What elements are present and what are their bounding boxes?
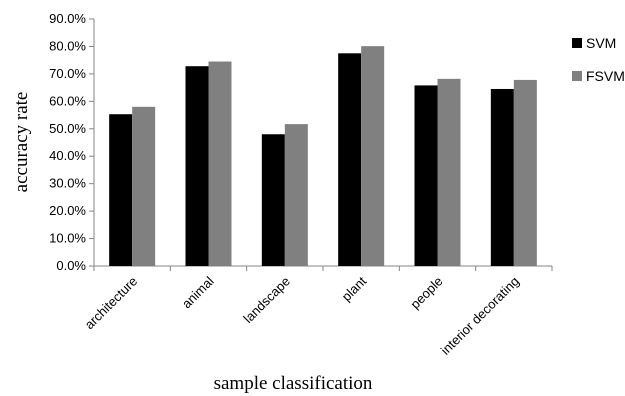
y-tick-label: 20.0% xyxy=(49,203,86,218)
category-label: interior decorating xyxy=(438,274,522,358)
category-label: people xyxy=(407,274,445,312)
legend-swatch-svm xyxy=(572,38,582,48)
bar-fsvm-animal xyxy=(208,61,232,267)
y-axis: 0.0% 10.0% 20.0% 30.0% 40.0% 50.0% 60.0% 70.0% 8… xyxy=(49,11,95,273)
x-axis-title: sample classification xyxy=(214,373,373,394)
bar-fsvm-people xyxy=(437,78,461,266)
y-tick-label: 10.0% xyxy=(49,231,86,246)
bar-svm-plant xyxy=(338,53,362,266)
category-label: plant xyxy=(339,273,370,304)
bar-fsvm-interior-decorating xyxy=(513,79,537,266)
bar-svm-architecture xyxy=(109,114,133,266)
y-tick-label: 90.0% xyxy=(49,11,86,26)
bar-svm-people xyxy=(414,85,438,266)
x-axis xyxy=(93,265,553,271)
legend-label-fsvm: FSVM xyxy=(586,68,625,84)
y-axis-title: accuracy rate xyxy=(11,92,32,193)
y-tick-label: 80.0% xyxy=(49,38,86,53)
bar-svm-animal xyxy=(185,66,209,267)
category-label: animal xyxy=(179,273,217,311)
y-tick-label: 0.0% xyxy=(56,258,86,273)
bar-fsvm-architecture xyxy=(132,106,156,266)
legend-label-svm: SVM xyxy=(586,35,616,51)
category-label: landscape xyxy=(240,274,293,327)
y-tick-label: 40.0% xyxy=(49,148,86,163)
category-labels: architecture animal landscape plant peoplein… xyxy=(82,273,522,357)
y-tick-label: 60.0% xyxy=(49,93,86,108)
y-tick-label: 70.0% xyxy=(49,66,86,81)
legend-swatch-fsvm xyxy=(572,71,582,81)
bars xyxy=(109,46,537,267)
y-tick-label: 30.0% xyxy=(49,176,86,191)
bar-svm-landscape xyxy=(261,134,285,266)
bar-fsvm-plant xyxy=(361,46,385,266)
bar-fsvm-landscape xyxy=(284,124,308,267)
bar-svm-interior-decorating xyxy=(490,88,514,266)
y-tick-label: 50.0% xyxy=(49,121,86,136)
category-label: architecture xyxy=(82,274,141,333)
legend: SVM FSVM xyxy=(572,35,625,84)
